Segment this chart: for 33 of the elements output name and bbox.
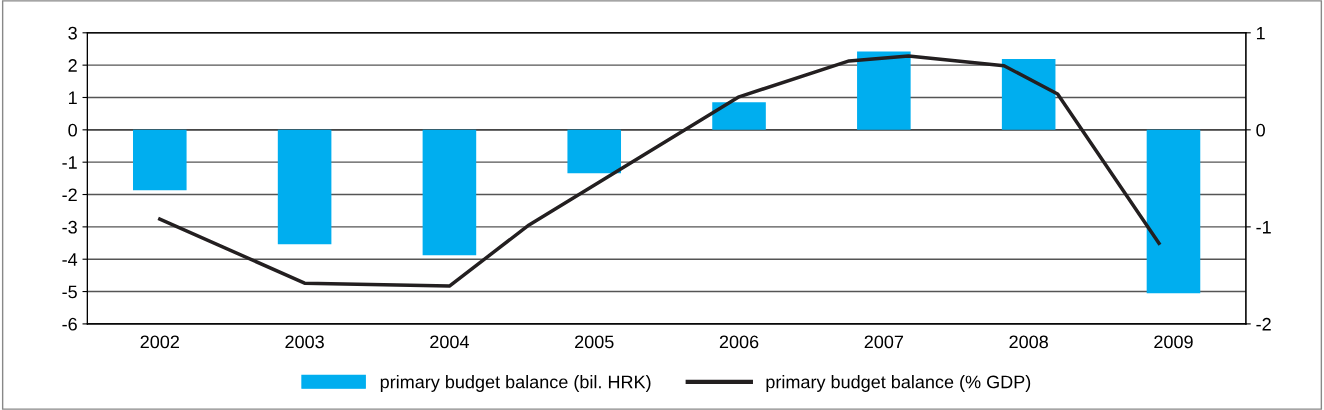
- y2-tick-label: 0: [1256, 123, 1265, 137]
- bar: [277, 129, 332, 245]
- y-tick-label: 1: [69, 91, 77, 105]
- legend-label: primary budget balance (bil. HRK): [380, 375, 651, 392]
- y-tick-label: 2: [68, 59, 77, 72]
- x-tick-label: 2005: [575, 335, 614, 349]
- bar: [1146, 129, 1201, 294]
- x-tick-label: 2003: [285, 335, 324, 349]
- line-series: [158, 54, 1161, 288]
- x-tick-label: 2007: [864, 335, 904, 349]
- y-tick-label: 0: [68, 123, 77, 137]
- x-tick-label: 2006: [719, 335, 759, 349]
- x-tick-label: 2002: [140, 335, 179, 349]
- y-tick-label: -1: [62, 156, 77, 169]
- y-tick-label: -5: [62, 285, 77, 299]
- x-tick-label: 2004: [430, 335, 469, 349]
- y-tick-label: -4: [62, 253, 78, 266]
- x-tick-label: 2009: [1154, 335, 1193, 349]
- legend-label: primary budget balance (% GDP): [766, 375, 1031, 392]
- bar: [1001, 59, 1056, 130]
- y-tick-label: 3: [68, 26, 77, 40]
- bar: [857, 51, 911, 130]
- y-tick-label: -3: [62, 220, 77, 234]
- bar: [133, 129, 187, 191]
- bar: [422, 129, 477, 256]
- y2-tick-label: 1: [1256, 26, 1265, 40]
- y2-tick-label: -1: [1256, 220, 1271, 234]
- bar: [712, 102, 766, 130]
- y2-tick-label: -2: [1256, 317, 1271, 331]
- bar: [567, 129, 622, 174]
- x-tick-label: 2008: [1009, 335, 1048, 349]
- y-tick-label: -2: [62, 188, 77, 202]
- y-tick-label: -6: [62, 317, 77, 331]
